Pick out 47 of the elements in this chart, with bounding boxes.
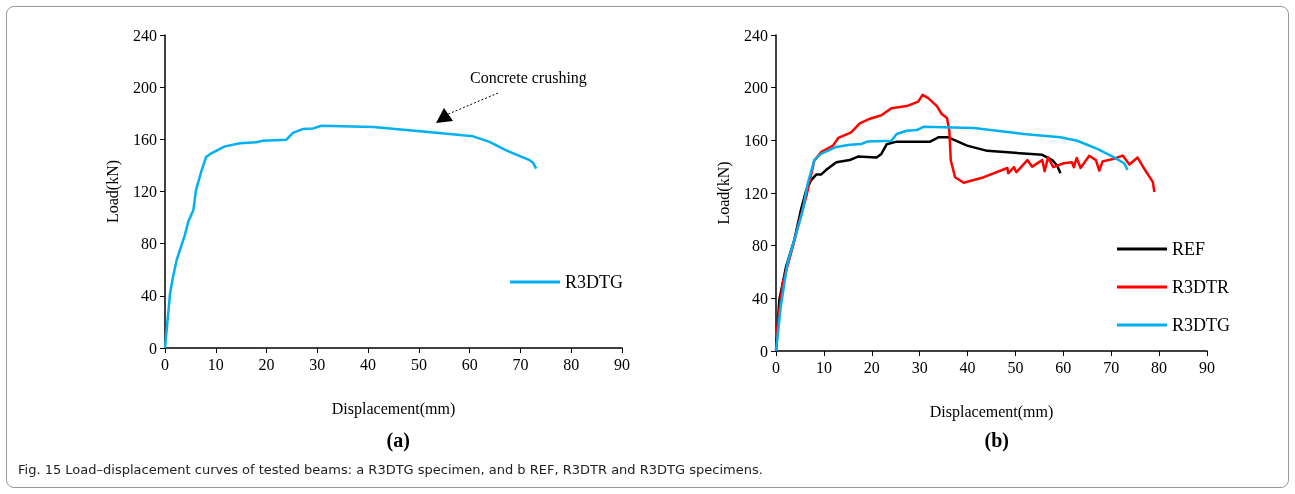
text: (b) bbox=[984, 429, 1009, 452]
x-tick-label: 10 bbox=[207, 355, 224, 373]
x-tick-label: 0 bbox=[161, 355, 169, 373]
x-axis-title: Displacement(mm) bbox=[331, 399, 456, 418]
y-tick-label: 40 bbox=[752, 289, 768, 307]
y-tick-label: 160 bbox=[133, 130, 157, 148]
line-series bbox=[163, 124, 538, 350]
y-tick-label: 240 bbox=[133, 26, 157, 44]
legend-label: R3DTG bbox=[1172, 315, 1230, 335]
legend-label: REF bbox=[1172, 239, 1206, 259]
x-tick-label: 60 bbox=[1055, 358, 1072, 376]
x-tick-label: 10 bbox=[815, 358, 832, 376]
y-tick-label: 240 bbox=[744, 26, 768, 44]
y-tick-label: 120 bbox=[133, 183, 157, 200]
x-axis-title: Displacement(mm) bbox=[929, 402, 1054, 421]
x-tick-label: 30 bbox=[911, 358, 928, 376]
y-tick-label: 40 bbox=[141, 287, 157, 305]
annotation: Concrete crushing bbox=[470, 69, 587, 87]
x-tick-label: 20 bbox=[863, 358, 880, 376]
x-tick-label: 40 bbox=[959, 358, 976, 376]
x-tick-label: 70 bbox=[1103, 358, 1120, 376]
y-tick-label: 80 bbox=[141, 235, 157, 253]
legend-label: R3DTR bbox=[1172, 277, 1230, 297]
x-tick-label: 80 bbox=[563, 355, 580, 373]
x-tick-label: 40 bbox=[360, 355, 377, 373]
x-tick-label: 50 bbox=[1007, 358, 1024, 376]
y-tick-label: 80 bbox=[752, 237, 768, 255]
y-tick-label: 120 bbox=[744, 184, 768, 202]
y-tick-label: 160 bbox=[744, 131, 768, 149]
x-tick-label: 0 bbox=[772, 358, 780, 376]
x-tick-label: 90 bbox=[614, 355, 630, 373]
y-axis-title: Load(kN) bbox=[103, 159, 122, 224]
y-tick-label: 200 bbox=[133, 78, 157, 96]
y-axis-title: Load(kN) bbox=[714, 161, 733, 225]
x-tick-label: 50 bbox=[410, 355, 427, 373]
x-tick-label: 70 bbox=[512, 355, 529, 373]
y-tick-label: 200 bbox=[744, 79, 768, 97]
x-tick-label: 90 bbox=[1199, 358, 1215, 376]
legend-label: R3DTG bbox=[565, 272, 623, 292]
y-tick-label: 0 bbox=[760, 342, 768, 360]
y-tick-label: 0 bbox=[149, 339, 157, 357]
caption: Fig. 15 Load–displacement curves of tested beams: a R3DTG specimen, and b REF, R3DTR and R3DTG specimens. bbox=[18, 462, 763, 477]
x-tick-label: 60 bbox=[461, 355, 478, 373]
x-tick-label: 80 bbox=[1151, 358, 1168, 376]
text: (a) bbox=[386, 429, 410, 452]
x-tick-label: 30 bbox=[309, 355, 326, 373]
x-tick-label: 20 bbox=[258, 355, 275, 373]
